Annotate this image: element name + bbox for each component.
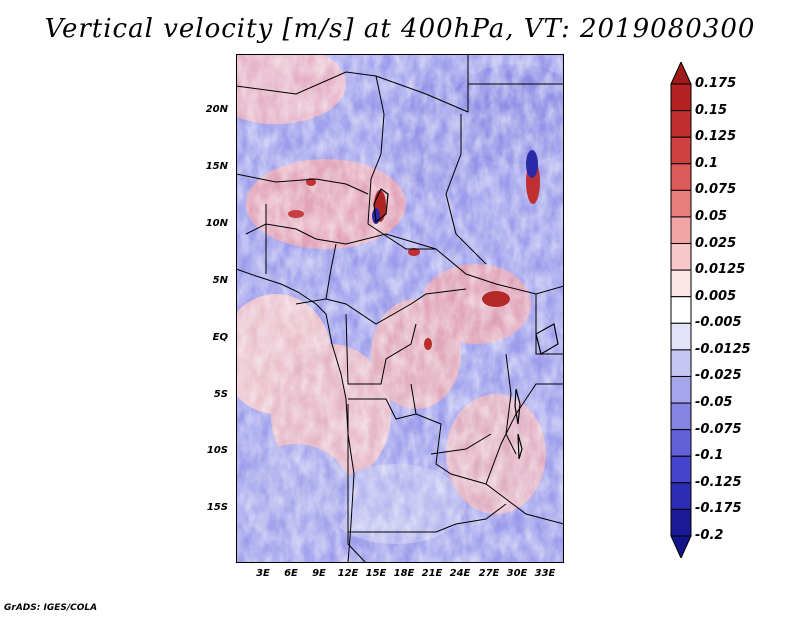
colorbar-tick-label: -0.0125	[695, 341, 751, 357]
colorbar-bin	[670, 189, 692, 218]
colorbar-bin	[670, 269, 692, 298]
lat-label: 15N	[205, 161, 228, 172]
colorbar-tick-label: 0.1	[695, 155, 719, 171]
coastline	[236, 268, 355, 563]
colorbar-tick-label: 0.15	[695, 102, 728, 118]
colorbar-tick-label: 0.005	[695, 288, 737, 304]
colorbar-bin	[670, 322, 692, 351]
colorbar-tick-label: -0.175	[695, 501, 742, 517]
lon-label: 18E	[393, 568, 415, 579]
colorbar-bin	[670, 136, 692, 165]
colorbar-bin	[670, 243, 692, 271]
colorbar-tick-label: 0.075	[695, 182, 737, 198]
country-borders	[236, 54, 564, 563]
colorbar	[670, 62, 692, 558]
lon-label: 27E	[478, 568, 500, 579]
colorbar-bin	[670, 429, 692, 457]
colorbar-bin	[670, 482, 692, 510]
lon-label: 33E	[534, 568, 556, 579]
lon-label: 21E	[421, 568, 443, 579]
colorbar-bin	[670, 110, 692, 138]
colorbar-tick-label: -0.125	[695, 474, 742, 490]
colorbar-top-arrow	[670, 62, 692, 85]
colorbar-tick-label: 0.0125	[695, 262, 746, 278]
colorbar-tick-label: -0.05	[695, 395, 733, 411]
grads-credit: GrADS: IGES/COLA	[4, 603, 98, 613]
lat-label: 5S	[213, 389, 228, 400]
colorbar-tick-label: 0.125	[695, 129, 737, 145]
colorbar-tick-label: 0.025	[695, 235, 737, 251]
colorbar-tick-label: -0.2	[695, 528, 724, 543]
colorbar-bin	[670, 296, 692, 324]
colorbar-bin	[670, 402, 692, 431]
lon-label: 12E	[337, 568, 359, 579]
colorbar-bin	[670, 455, 692, 484]
colorbar-bin	[670, 375, 692, 404]
lat-label: 5N	[212, 275, 228, 286]
lon-label: 3E	[256, 568, 270, 579]
colorbar-bin	[670, 508, 692, 537]
convective-cells	[288, 150, 540, 350]
chart-title: Vertical velocity [m/s] at 400hPa, VT: 2…	[44, 14, 756, 44]
lat-label: 20N	[205, 104, 228, 115]
colorbar-tick-label: -0.025	[695, 368, 742, 384]
velocity-map	[236, 54, 564, 563]
colorbar-tick-label: -0.075	[695, 421, 742, 437]
noise-texture	[236, 54, 564, 563]
colorbar-bin	[670, 216, 692, 245]
colorbar-tick-label: 0.175	[695, 76, 737, 91]
lon-label: 15E	[365, 568, 387, 579]
lat-label: EQ	[212, 332, 228, 343]
colorbar-bottom-arrow	[670, 535, 692, 558]
lat-label: 10N	[205, 218, 228, 229]
lat-label: 10S	[206, 445, 228, 456]
lon-label: 6E	[284, 568, 298, 579]
colorbar-bin	[670, 163, 692, 191]
lon-label: 30E	[506, 568, 528, 579]
colorbar-bin	[670, 83, 692, 112]
lat-label: 15S	[206, 502, 228, 513]
lake-outlines	[373, 188, 559, 460]
lon-label: 9E	[312, 568, 326, 579]
colorbar-tick-label: 0.05	[695, 208, 728, 224]
colorbar-tick-label: -0.005	[695, 315, 742, 331]
map-frame	[236, 54, 564, 563]
colorbar-tick-label: -0.1	[695, 448, 724, 464]
colorbar-bin	[670, 349, 692, 377]
lon-label: 24E	[449, 568, 471, 579]
